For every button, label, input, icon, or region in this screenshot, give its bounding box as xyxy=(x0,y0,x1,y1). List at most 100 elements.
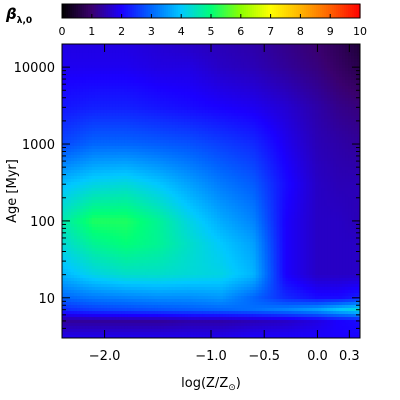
heatmap-cell xyxy=(181,149,185,153)
heatmap-cell xyxy=(255,116,260,120)
heatmap-cell xyxy=(169,104,173,108)
heatmap-cell xyxy=(196,89,200,93)
heatmap-cell xyxy=(100,104,105,108)
heatmap-cell xyxy=(324,119,328,123)
heatmap-cell xyxy=(106,80,111,84)
heatmap-cell xyxy=(97,101,102,105)
heatmap-cell xyxy=(211,164,215,168)
colorbar-cell xyxy=(274,4,277,18)
heatmap-cell xyxy=(175,152,179,156)
heatmap-cell xyxy=(145,134,149,138)
heatmap-cell xyxy=(291,155,295,159)
heatmap-cell xyxy=(318,185,322,189)
heatmap-cell xyxy=(240,89,245,93)
heatmap-cell xyxy=(73,125,78,129)
heatmap-cell xyxy=(315,155,319,159)
heatmap-cell xyxy=(187,77,191,81)
heatmap-cell xyxy=(70,128,75,132)
heatmap-cell xyxy=(130,155,135,159)
heatmap-cell xyxy=(288,173,292,177)
heatmap-cell xyxy=(219,143,224,147)
heatmap-cell xyxy=(145,104,149,108)
heatmap-cell xyxy=(288,182,292,186)
heatmap-cell xyxy=(79,77,84,81)
heatmap-cell xyxy=(339,113,343,117)
heatmap-cell xyxy=(321,164,325,168)
heatmap-cell xyxy=(333,77,337,81)
heatmap-cell xyxy=(151,113,155,117)
heatmap-cell xyxy=(324,128,328,132)
heatmap-cell xyxy=(357,167,361,171)
heatmap-cell xyxy=(270,164,275,168)
heatmap-cell xyxy=(279,86,284,90)
heatmap-cell xyxy=(288,185,292,189)
heatmap-cell xyxy=(62,125,66,129)
heatmap-cell xyxy=(166,152,170,156)
heatmap-cell xyxy=(103,68,108,72)
heatmap-cell xyxy=(205,152,209,156)
heatmap-cell xyxy=(118,104,123,108)
heatmap-cell xyxy=(103,173,108,177)
heatmap-cell xyxy=(255,155,260,159)
heatmap-cell xyxy=(196,170,200,174)
colorbar-cell xyxy=(94,4,97,18)
heatmap-cell xyxy=(112,170,117,174)
heatmap-cell xyxy=(142,68,146,72)
heatmap-cell xyxy=(121,47,126,51)
heatmap-cell xyxy=(193,47,197,51)
heatmap-cell xyxy=(172,161,176,165)
heatmap-cell xyxy=(279,110,284,114)
heatmap-cell xyxy=(279,107,284,111)
heatmap-cell xyxy=(345,137,349,141)
heatmap-cell xyxy=(157,59,161,63)
heatmap-cell xyxy=(222,182,227,186)
heatmap-cell xyxy=(85,182,90,186)
heatmap-cell xyxy=(282,119,286,123)
heatmap-cell xyxy=(297,95,301,99)
heatmap-cell xyxy=(282,131,286,135)
heatmap-cell xyxy=(181,74,185,78)
heatmap-cell xyxy=(166,167,170,171)
heatmap-cell xyxy=(145,161,149,165)
heatmap-cell xyxy=(79,119,84,123)
heatmap-cell xyxy=(67,143,72,147)
heatmap-cell xyxy=(172,137,176,141)
heatmap-cell xyxy=(175,128,179,132)
heatmap-cell xyxy=(252,98,257,102)
heatmap-cell xyxy=(252,170,257,174)
heatmap-cell xyxy=(261,47,266,51)
heatmap-cell xyxy=(196,101,200,105)
heatmap-cell xyxy=(79,125,84,129)
heatmap-cell xyxy=(124,140,129,144)
heatmap-cell xyxy=(288,86,292,90)
heatmap-cell xyxy=(139,173,143,177)
heatmap-cell xyxy=(106,164,111,168)
heatmap-cell xyxy=(228,101,233,105)
heatmap-cell xyxy=(255,122,260,126)
heatmap-cell xyxy=(208,116,212,120)
heatmap-cell xyxy=(118,152,123,156)
heatmap-cell xyxy=(354,134,358,138)
heatmap-cell xyxy=(324,137,328,141)
heatmap-cell xyxy=(166,47,170,51)
heatmap-cell xyxy=(219,50,224,54)
heatmap-cell xyxy=(321,116,325,120)
heatmap-cell xyxy=(258,77,263,81)
heatmap-cell xyxy=(303,128,307,132)
heatmap-cell xyxy=(222,80,227,84)
heatmap-cell xyxy=(67,158,72,162)
heatmap-cell xyxy=(127,50,132,54)
heatmap-cell xyxy=(142,56,146,60)
heatmap-cell xyxy=(76,143,81,147)
heatmap-cell xyxy=(196,140,200,144)
heatmap-cell xyxy=(79,104,84,108)
heatmap-cell xyxy=(351,146,355,150)
heatmap-cell xyxy=(148,125,152,129)
heatmap-cell xyxy=(79,122,84,126)
heatmap-cell xyxy=(270,152,275,156)
heatmap-cell xyxy=(234,89,239,93)
heatmap-cell xyxy=(196,107,200,111)
heatmap-cell xyxy=(73,131,78,135)
heatmap-cell xyxy=(318,182,322,186)
heatmap-cell xyxy=(124,137,129,141)
